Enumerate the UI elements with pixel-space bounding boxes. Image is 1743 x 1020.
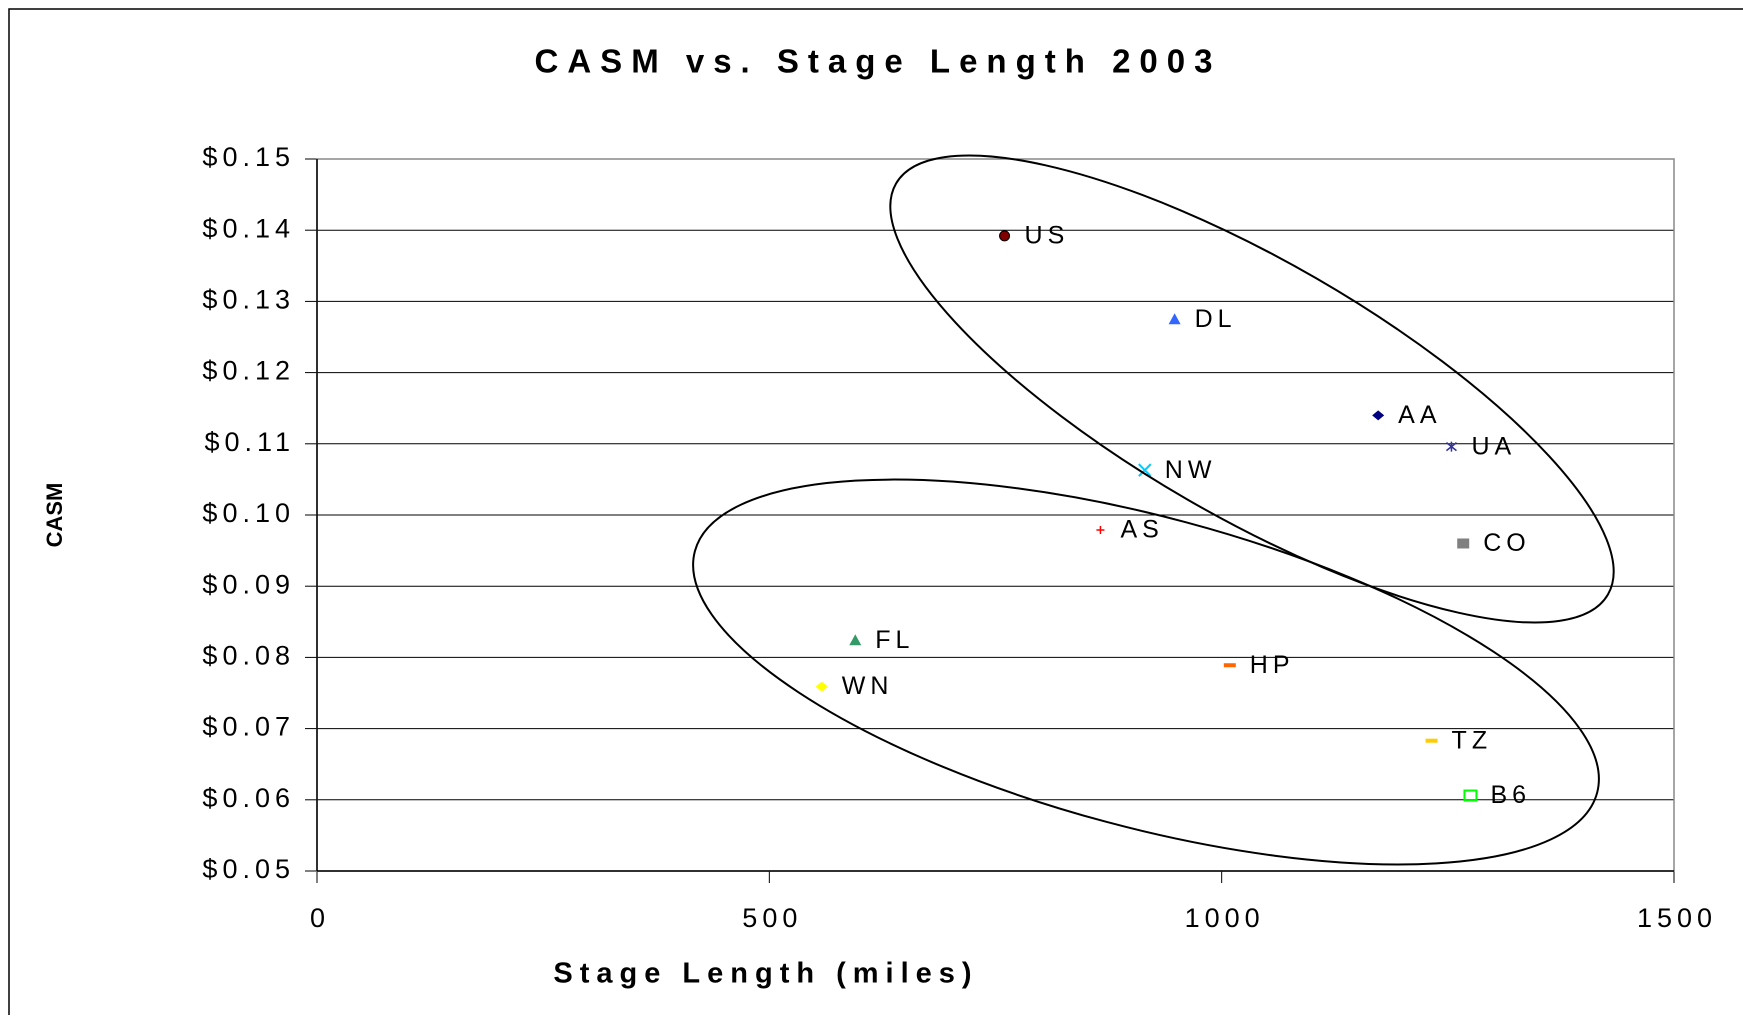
point-label: FL [875,626,914,654]
y-tick-label: $0.10 [202,498,295,528]
point-label: UA [1471,432,1516,460]
data-point [999,230,1011,242]
y-tick-label: $0.14 [202,213,295,243]
y-tick-label: $0.13 [202,285,295,315]
data-point [1445,441,1457,452]
y-tick-label: $0.15 [202,142,295,172]
data-point [1223,663,1236,668]
data-point [849,634,862,646]
x-tick-label: 0 [310,903,330,933]
chart-title: CASM vs. Stage Length 2003 [535,43,1222,80]
data-point [1463,789,1478,802]
x-axis-title: Stage Length (miles) [553,958,978,990]
point-label: CO [1483,529,1531,557]
x-tick-label: 1000 [1185,903,1265,933]
y-axis-title: CASM [42,483,67,548]
data-point [1138,463,1152,477]
point-label: WN [842,672,894,700]
y-tick-label: $0.09 [202,569,295,599]
x-tick-label: 1500 [1637,903,1717,933]
y-tick-label: $0.12 [202,356,295,386]
x-tick-label: 500 [742,903,802,933]
data-point [815,681,828,692]
data-point [1457,538,1470,549]
y-tick-label: $0.05 [202,854,295,884]
group-ellipse [692,478,1600,866]
data-point [1372,410,1385,421]
point-label: AA [1398,401,1441,429]
y-tick-label: $0.08 [202,641,295,671]
data-point [1168,313,1181,325]
group-ellipse [889,154,1615,624]
point-label: NW [1165,456,1217,484]
data-point [1096,525,1105,534]
point-label: US [1025,222,1070,250]
point-label: DL [1195,305,1237,333]
y-tick-label: $0.07 [202,712,295,742]
point-label: HP [1250,651,1295,679]
y-tick-label: $0.11 [204,427,295,457]
point-label: B6 [1490,781,1531,809]
point-label: TZ [1452,726,1493,754]
plot-area: $0.05 $0.06 $0.07 $0.08 $0.09 $0.10 $0.11 $0.12… [202,142,1717,933]
data-point [1425,738,1438,743]
point-label: AS [1120,516,1163,544]
chart-frame [8,8,1743,1020]
y-tick-label: $0.06 [202,783,295,813]
